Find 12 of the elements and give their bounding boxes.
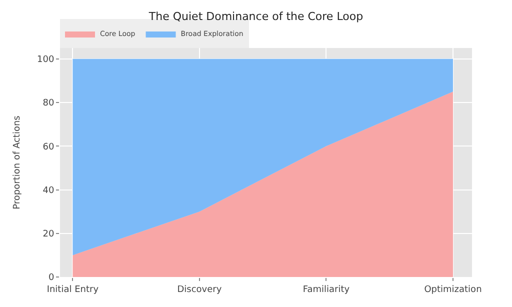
chart-title: The Quiet Dominance of the Core Loop [148,10,364,23]
y-tick-label: 80 [42,98,54,109]
y-tick-label: 0 [48,273,54,284]
y-tick-label: 100 [37,55,54,66]
y-tick-label: 60 [42,142,54,152]
y-tick-label: 40 [42,186,54,196]
x-tick-label: Familiarity [302,284,350,295]
y-axis-title: Proportion of Actions [12,115,22,210]
x-tick-label: Optimization [424,284,482,295]
x-tick-label: Initial Entry [46,284,100,295]
x-tick-label: Discovery [177,284,222,295]
y-tick-label: 20 [42,230,54,240]
